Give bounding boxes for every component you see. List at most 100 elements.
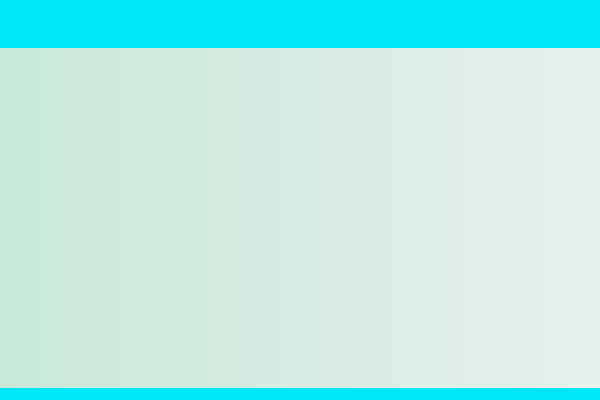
Bar: [234, 8, 241, 388]
Bar: [492, 8, 499, 388]
Bar: [288, 8, 295, 388]
Bar: [6, 8, 13, 388]
Bar: [582, 8, 589, 388]
Bar: [102, 8, 109, 388]
Bar: [276, 8, 283, 388]
Bar: [444, 8, 451, 388]
Bar: [120, 8, 127, 388]
Bar: [474, 8, 481, 388]
Bar: [312, 8, 319, 388]
Bar: [78, 8, 85, 388]
Bar: [96, 8, 103, 388]
Bar: [114, 8, 121, 388]
Bar: [36, 8, 43, 388]
Bar: [0, 388, 600, 400]
Bar: [546, 8, 553, 388]
Bar: [564, 8, 571, 388]
Bar: [264, 8, 271, 388]
Bar: [336, 8, 343, 388]
Bar: [24, 8, 31, 388]
Bar: [480, 8, 487, 388]
Bar: [126, 8, 133, 388]
Bar: [282, 8, 289, 388]
Bar: [168, 8, 175, 388]
Title: Crimes by type - 2014: Crimes by type - 2014: [171, 4, 429, 24]
Bar: [192, 8, 199, 388]
Bar: [510, 8, 517, 388]
Bar: [246, 8, 253, 388]
Bar: [84, 8, 91, 388]
Bar: [18, 8, 25, 388]
Wedge shape: [289, 75, 442, 360]
Bar: [414, 8, 421, 388]
Bar: [252, 8, 259, 388]
Bar: [240, 8, 247, 388]
Bar: [90, 8, 97, 388]
Bar: [552, 8, 559, 388]
Bar: [438, 8, 445, 388]
Bar: [54, 8, 61, 388]
Bar: [468, 8, 475, 388]
Bar: [534, 8, 541, 388]
Wedge shape: [160, 218, 300, 266]
Bar: [330, 8, 337, 388]
Wedge shape: [285, 75, 300, 218]
Bar: [66, 8, 73, 388]
Bar: [12, 8, 19, 388]
Bar: [324, 8, 331, 388]
Bar: [396, 8, 403, 388]
Bar: [30, 8, 37, 388]
Bar: [258, 8, 265, 388]
Bar: [570, 8, 577, 388]
Bar: [486, 8, 493, 388]
Bar: [426, 8, 433, 388]
Bar: [72, 8, 79, 388]
Bar: [210, 8, 217, 388]
Bar: [420, 8, 427, 388]
Bar: [144, 8, 151, 388]
Bar: [150, 8, 157, 388]
Bar: [174, 8, 181, 388]
Bar: [318, 8, 325, 388]
Bar: [132, 8, 139, 388]
Bar: [138, 8, 145, 388]
Bar: [306, 8, 313, 388]
Bar: [156, 8, 163, 388]
Bar: [0, 0, 600, 48]
Bar: [408, 8, 415, 388]
Bar: [360, 8, 367, 388]
Bar: [522, 8, 529, 388]
Bar: [348, 8, 355, 388]
Bar: [390, 8, 397, 388]
Bar: [558, 8, 565, 388]
Bar: [432, 8, 439, 388]
Text: Burglaries (25.9%): Burglaries (25.9%): [110, 210, 388, 264]
Text: Rapes (2.9%): Rapes (2.9%): [147, 166, 383, 189]
Text: Assaults (18.3%): Assaults (18.3%): [216, 86, 377, 174]
Bar: [60, 8, 67, 388]
Bar: [516, 8, 523, 388]
Bar: [48, 8, 55, 388]
Bar: [216, 8, 223, 388]
Bar: [462, 8, 469, 388]
Bar: [42, 8, 49, 388]
Bar: [342, 8, 349, 388]
Bar: [222, 8, 229, 388]
Bar: [594, 8, 600, 388]
Bar: [450, 8, 457, 388]
Bar: [498, 8, 505, 388]
Wedge shape: [158, 76, 300, 241]
Bar: [270, 8, 277, 388]
Bar: [180, 8, 187, 388]
Bar: [528, 8, 535, 388]
Bar: [402, 8, 409, 388]
Bar: [186, 8, 193, 388]
Bar: [354, 8, 361, 388]
Bar: [204, 8, 211, 388]
Bar: [300, 8, 307, 388]
Bar: [504, 8, 511, 388]
Text: City-Data.com: City-Data.com: [414, 76, 502, 89]
Wedge shape: [166, 218, 300, 360]
Bar: [108, 8, 115, 388]
Text: Thefts (51.2%): Thefts (51.2%): [338, 138, 529, 231]
